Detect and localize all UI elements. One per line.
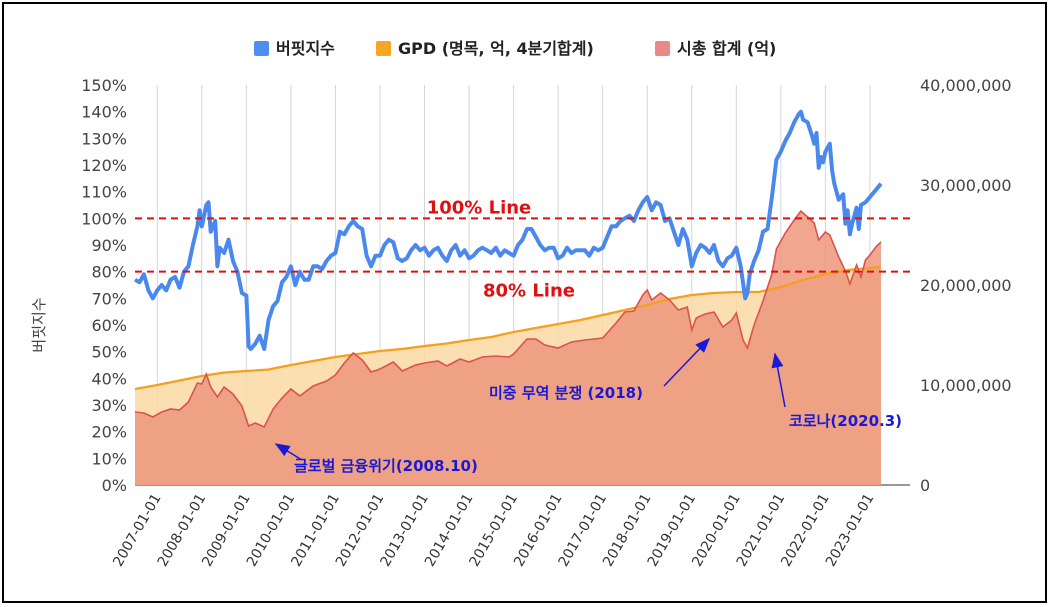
y-left-tick-label: 30% bbox=[91, 396, 127, 415]
annotation-arrow bbox=[771, 352, 786, 408]
legend-label: GPD (명목, 억, 4분기합계) bbox=[398, 39, 594, 58]
annotations: 글로벌 금융위기(2008.10) 미중 무역 분쟁 (2018) 코로나(2020… bbox=[274, 337, 902, 475]
y-left-tick-label: 0% bbox=[102, 476, 127, 495]
buffett-index-line bbox=[133, 109, 883, 351]
reference-line-label-100: 100% Line bbox=[427, 197, 532, 218]
legend-swatch bbox=[254, 41, 269, 56]
legend: 버핏지수 GPD (명목, 억, 4분기합계) 시총 합계 (억) bbox=[254, 39, 776, 58]
market-cap-area bbox=[135, 211, 881, 485]
y-left-tick-label: 80% bbox=[91, 263, 127, 282]
reference-lines: 100% Line 80% Line bbox=[135, 197, 910, 302]
y-right-tick-label: 40,000,000 bbox=[920, 76, 1012, 95]
annotation-arrow bbox=[663, 337, 711, 387]
y-left-tick-label: 90% bbox=[91, 236, 127, 255]
y-left-tick-label: 120% bbox=[81, 156, 127, 175]
y-left-tick-label: 40% bbox=[91, 369, 127, 388]
annotation-label: 미중 무역 분쟁 (2018) bbox=[489, 384, 643, 402]
y-right-tick-label: 30,000,000 bbox=[920, 176, 1012, 195]
y-left-tick-label: 110% bbox=[81, 183, 127, 202]
market-cap-area-overlay bbox=[135, 211, 881, 485]
y-left-tick-label: 140% bbox=[81, 103, 127, 122]
y-left-tick-label: 60% bbox=[91, 316, 127, 335]
y-left-tick-label: 150% bbox=[81, 76, 127, 95]
y-right-tick-label: 0 bbox=[920, 476, 930, 495]
annotation-label: 코로나(2020.3) bbox=[789, 412, 902, 430]
y-left-tick-label: 70% bbox=[91, 289, 127, 308]
y-left-tick-label: 20% bbox=[91, 423, 127, 442]
x-tick-label: 2023-01-01 bbox=[823, 491, 878, 569]
buffett-indicator-chart: 버핏지수 GPD (명목, 억, 4분기합계) 시총 합계 (억) 100% Lin… bbox=[30, 39, 1012, 569]
annotation-label: 글로벌 금융위기(2008.10) bbox=[294, 457, 478, 475]
reference-line-label-80: 80% Line bbox=[483, 281, 575, 302]
legend-swatch bbox=[655, 41, 670, 56]
y-left-tick-label: 130% bbox=[81, 129, 127, 148]
y-left-tick-label: 50% bbox=[91, 343, 127, 362]
y-left-tick-label: 10% bbox=[91, 449, 127, 468]
legend-swatch bbox=[376, 41, 391, 56]
legend-label: 시총 합계 (억) bbox=[677, 39, 776, 58]
annotation-arrow bbox=[274, 443, 303, 461]
legend-label: 버핏지수 bbox=[276, 39, 335, 58]
y-right-tick-label: 20,000,000 bbox=[920, 276, 1012, 295]
y-right-tick-label: 10,000,000 bbox=[920, 376, 1012, 395]
y-left-axis-title: 버핏지수 bbox=[30, 297, 48, 352]
y-left-tick-label: 100% bbox=[81, 209, 127, 228]
